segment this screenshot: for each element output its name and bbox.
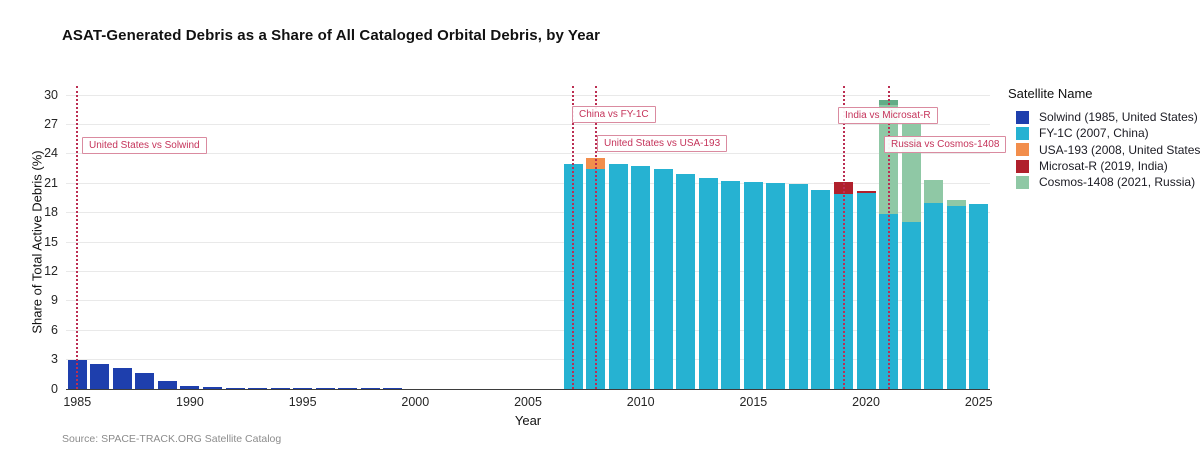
bar-segment-solwind-2001[interactable] bbox=[428, 388, 448, 390]
grid-line bbox=[66, 329, 990, 331]
y-tick-label: 3 bbox=[51, 352, 58, 367]
bar-segment-fy1c-2016[interactable] bbox=[766, 183, 786, 389]
event-label-1985: United States vs Solwind bbox=[82, 137, 207, 154]
x-axis-title: Year bbox=[514, 413, 542, 428]
event-line-2021 bbox=[887, 86, 890, 389]
bar-segment-solwind-1988[interactable] bbox=[135, 373, 155, 389]
bar-segment-fy1c-2009[interactable] bbox=[608, 163, 628, 389]
bar-segment-fy1c-2013[interactable] bbox=[698, 178, 718, 389]
bar-segment-solwind-1995[interactable] bbox=[293, 388, 313, 389]
legend-item-0[interactable]: Solwind (1985, United States) bbox=[1002, 109, 1200, 125]
page-title: ASAT-Generated Debris as a Share of All … bbox=[62, 27, 601, 44]
bar-segment-solwind-1999[interactable] bbox=[383, 388, 403, 389]
grid-line bbox=[66, 153, 990, 155]
bar-segment-fy1c-2024[interactable] bbox=[946, 205, 966, 389]
bar-segment-solwind-1992[interactable] bbox=[225, 387, 245, 389]
x-tick-label: 1990 bbox=[176, 395, 204, 409]
bar-segment-solwind-1986[interactable] bbox=[90, 363, 110, 389]
legend-item-label: Cosmos-1408 (2021, Russia) bbox=[1039, 175, 1196, 190]
bar-segment-fy1c-2010[interactable] bbox=[631, 165, 651, 389]
event-label-2021: Russia vs Cosmos-1408 bbox=[884, 136, 1007, 153]
grid-line bbox=[66, 359, 990, 361]
bar-segment-fy1c-2015[interactable] bbox=[743, 182, 763, 389]
y-tick-label: 15 bbox=[44, 234, 58, 249]
legend-item-label: Microsat-R (2019, India) bbox=[1039, 159, 1168, 174]
legend-item-label: Solwind (1985, United States) bbox=[1039, 110, 1198, 125]
legend-title: Satellite Name bbox=[1008, 86, 1093, 101]
bar-segment-microsat-2020[interactable] bbox=[856, 191, 876, 193]
source-note: Source: SPACE-TRACK.ORG Satellite Catalo… bbox=[62, 433, 282, 445]
event-line-2019 bbox=[842, 86, 845, 389]
event-label-2019: India vs Microsat-R bbox=[838, 107, 938, 124]
bar-segment-solwind-1998[interactable] bbox=[360, 388, 380, 389]
legend-swatch-icon bbox=[1016, 175, 1029, 189]
x-tick-label: 2025 bbox=[964, 395, 993, 409]
x-tick-label: 2015 bbox=[739, 395, 768, 409]
grid-line bbox=[66, 241, 990, 243]
bar-segment-solwind-1990[interactable] bbox=[180, 386, 200, 389]
bar-segment-fy1c-2014[interactable] bbox=[721, 181, 741, 389]
bar-segment-solwind-1997[interactable] bbox=[338, 388, 358, 389]
bar-segment-solwind-1994[interactable] bbox=[270, 388, 290, 389]
grid-line bbox=[66, 300, 990, 302]
y-tick-label: 30 bbox=[44, 87, 58, 102]
bar-segment-cosmos-2024[interactable] bbox=[946, 199, 966, 206]
x-axis-baseline bbox=[66, 389, 990, 390]
bar-segment-solwind-1991[interactable] bbox=[202, 387, 222, 389]
y-tick-label: 21 bbox=[44, 175, 58, 190]
bar-segment-solwind-2002[interactable] bbox=[450, 388, 470, 390]
legend-swatch-icon bbox=[1016, 110, 1029, 124]
x-tick-label: 1995 bbox=[288, 395, 317, 409]
grid-line bbox=[66, 123, 990, 125]
y-tick-label: 6 bbox=[51, 322, 58, 337]
event-label-2008: United States vs USA-193 bbox=[597, 135, 728, 152]
bar-segment-solwind-2000[interactable] bbox=[405, 388, 425, 389]
bar-segment-solwind-1993[interactable] bbox=[248, 387, 268, 389]
y-tick-label: 27 bbox=[44, 116, 58, 131]
legend-item-label: FY-1C (2007, China) bbox=[1039, 126, 1149, 141]
bar-segment-cosmos-2023[interactable] bbox=[924, 180, 944, 203]
legend-item-label: USA-193 (2008, United States) bbox=[1039, 142, 1200, 157]
x-tick-label: 1985 bbox=[63, 395, 92, 409]
legend-swatch-icon bbox=[1016, 143, 1029, 157]
grid-line bbox=[66, 182, 990, 184]
y-tick-label: 9 bbox=[51, 293, 58, 308]
legend: Satellite Name Solwind (1985, United Sta… bbox=[1002, 86, 1200, 190]
grid-line bbox=[66, 212, 990, 214]
x-tick-label: 2000 bbox=[401, 395, 430, 409]
bar-segment-fy1c-2017[interactable] bbox=[788, 184, 808, 389]
event-line-2007 bbox=[572, 86, 575, 389]
bar-segment-solwind-1989[interactable] bbox=[157, 381, 177, 389]
bar-segment-fy1c-2018[interactable] bbox=[811, 190, 831, 389]
bar-segment-fy1c-2011[interactable] bbox=[653, 169, 673, 389]
bar-segment-fy1c-2020[interactable] bbox=[856, 193, 876, 389]
legend-item-4[interactable]: Cosmos-1408 (2021, Russia) bbox=[1002, 174, 1200, 190]
grid-line bbox=[66, 270, 990, 272]
event-label-2007: China vs FY-1C bbox=[572, 106, 656, 123]
bar-segment-fy1c-2023[interactable] bbox=[924, 202, 944, 389]
event-line-1985 bbox=[76, 86, 79, 389]
bar-segment-fy1c-2012[interactable] bbox=[676, 174, 696, 389]
x-tick-label: 2005 bbox=[514, 395, 542, 409]
bar-segment-solwind-1996[interactable] bbox=[315, 388, 335, 389]
legend-item-1[interactable]: FY-1C (2007, China) bbox=[1002, 125, 1200, 141]
x-tick-label: 2020 bbox=[852, 395, 880, 409]
legend-item-2[interactable]: USA-193 (2008, United States) bbox=[1002, 142, 1200, 158]
bar-segment-fy1c-2025[interactable] bbox=[969, 203, 989, 389]
event-line-2008 bbox=[594, 86, 597, 389]
x-tick-label: 2010 bbox=[626, 395, 655, 409]
y-tick-label: 18 bbox=[44, 205, 58, 220]
legend-item-3[interactable]: Microsat-R (2019, India) bbox=[1002, 158, 1200, 174]
y-tick-label: 0 bbox=[51, 381, 58, 396]
legend-items: Solwind (1985, United States) FY-1C (2007… bbox=[1002, 109, 1200, 190]
bar-segment-solwind-1987[interactable] bbox=[112, 368, 132, 389]
legend-swatch-icon bbox=[1016, 159, 1029, 173]
legend-swatch-icon bbox=[1016, 126, 1029, 140]
bar-segment-fy1c-2022[interactable] bbox=[901, 222, 921, 389]
y-tick-label: 12 bbox=[44, 263, 58, 278]
grid-line bbox=[66, 94, 990, 96]
y-tick-label: 24 bbox=[44, 146, 58, 161]
